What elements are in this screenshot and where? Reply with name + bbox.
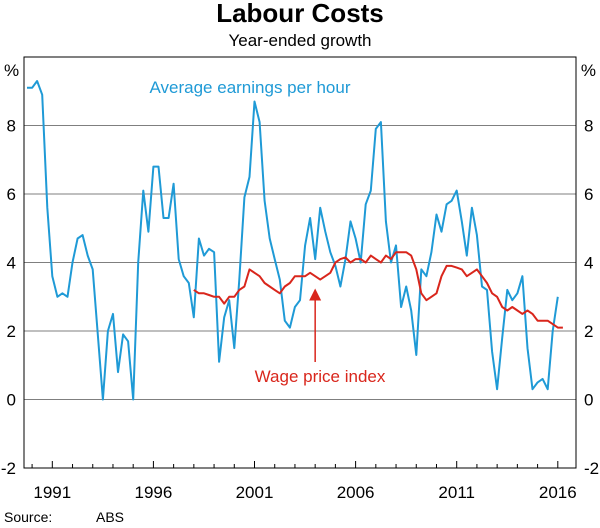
source-label: Source: <box>4 509 52 525</box>
average-earnings-line <box>27 80 559 401</box>
chart-subtitle: Year-ended growth <box>228 31 371 50</box>
left-y-axis: -2 0 2 4 6 8 <box>1 117 16 479</box>
average-earnings-label: Average earnings per hour <box>150 78 351 97</box>
y-tick-label-right: 6 <box>584 185 593 204</box>
x-axis: 1991 1996 2001 2006 2011 2016 <box>31 461 577 502</box>
y-tick-label-right: 0 <box>584 391 593 410</box>
x-tick-label: 2016 <box>539 483 577 502</box>
plot-frame <box>23 56 577 469</box>
gridlines <box>24 125 576 400</box>
right-y-axis: -2 0 2 4 6 8 <box>584 117 599 479</box>
y-tick-label-left: 2 <box>7 322 16 341</box>
y-tick-label-left: 0 <box>7 391 16 410</box>
x-tick-label: 1996 <box>134 483 172 502</box>
x-tick-label: 2006 <box>337 483 375 502</box>
wage-price-index-label: Wage price index <box>255 367 386 386</box>
source-value: ABS <box>96 509 124 525</box>
series-lines <box>27 80 563 401</box>
x-tick-label: 2001 <box>236 483 274 502</box>
y-tick-label-left: -2 <box>1 459 16 478</box>
wage-price-index-line <box>193 251 563 329</box>
y-tick-label-right: 8 <box>584 117 593 136</box>
y-tick-label-left: 8 <box>7 117 16 136</box>
x-tick-label: 1991 <box>33 483 71 502</box>
y-tick-label-left: 6 <box>7 185 16 204</box>
right-axis-unit: % <box>581 61 596 80</box>
y-tick-label-left: 4 <box>7 254 16 273</box>
chart-title: Labour Costs <box>216 0 384 28</box>
x-tick-label: 2011 <box>438 483 475 502</box>
y-tick-label-right: -2 <box>584 459 599 478</box>
y-tick-label-right: 4 <box>584 254 593 273</box>
wage-price-index-arrow-head <box>309 288 322 301</box>
left-axis-unit: % <box>4 61 19 80</box>
y-tick-label-right: 2 <box>584 322 593 341</box>
